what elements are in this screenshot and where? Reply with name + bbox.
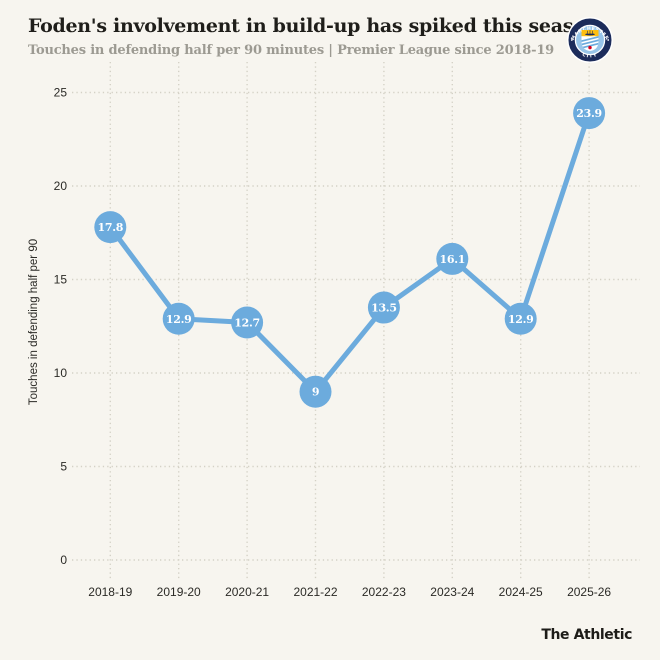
x-tick-label: 2023-24 xyxy=(430,585,474,599)
y-tick-label: 5 xyxy=(60,460,67,474)
x-tick-label: 2025-26 xyxy=(567,585,611,599)
data-point xyxy=(94,211,127,244)
x-tick-label: 2024-25 xyxy=(499,585,543,599)
y-tick-label: 10 xyxy=(54,366,68,380)
athletic-logo: The Athletic xyxy=(541,627,632,643)
x-tick-label: 2022-23 xyxy=(362,585,406,599)
x-tick-label: 2021-22 xyxy=(293,585,337,599)
badge-bottom-text: CITY xyxy=(581,52,598,60)
data-point-label: 16.1 xyxy=(440,253,466,266)
data-point xyxy=(162,302,195,335)
badge-shield xyxy=(581,30,599,51)
page-subtitle: Touches in defending half per 90 minutes… xyxy=(28,43,555,58)
x-tick-label: 2019-20 xyxy=(157,585,201,599)
page-title: Foden's involvement in build-up has spik… xyxy=(28,15,599,37)
badge-ring-dot-right xyxy=(607,39,610,41)
data-point-label: 17.8 xyxy=(98,221,124,234)
chart-header: Foden's involvement in build-up has spik… xyxy=(28,15,599,58)
data-point xyxy=(436,242,469,275)
data-point-label: 23.9 xyxy=(576,107,602,120)
data-point-label: 13.5 xyxy=(371,302,397,315)
data-point xyxy=(573,97,606,130)
data-point-label: 12.9 xyxy=(166,313,192,326)
data-point xyxy=(299,375,332,408)
y-axis-title: Touches in defending half per 90 xyxy=(28,239,40,405)
x-tick-label: 2020-21 xyxy=(225,585,269,599)
data-point xyxy=(367,291,400,324)
badge-ring-dot-left xyxy=(570,39,573,41)
badge-rose xyxy=(588,45,592,50)
y-tick-label: 20 xyxy=(54,179,68,193)
data-point xyxy=(231,306,264,339)
trend-line xyxy=(107,110,592,395)
y-tick-label: 15 xyxy=(54,273,68,287)
y-tick-label: 25 xyxy=(54,86,68,100)
y-tick-label: 0 xyxy=(60,553,67,567)
x-tick-label: 2018-19 xyxy=(88,585,132,599)
man-city-badge-icon: MANCHESTER CITY xyxy=(567,17,613,63)
data-point-label: 9 xyxy=(312,386,319,399)
data-point-label: 12.9 xyxy=(508,313,534,326)
data-point-label: 12.7 xyxy=(234,317,260,330)
badge-ship-icon xyxy=(585,33,595,36)
data-point xyxy=(504,302,537,335)
